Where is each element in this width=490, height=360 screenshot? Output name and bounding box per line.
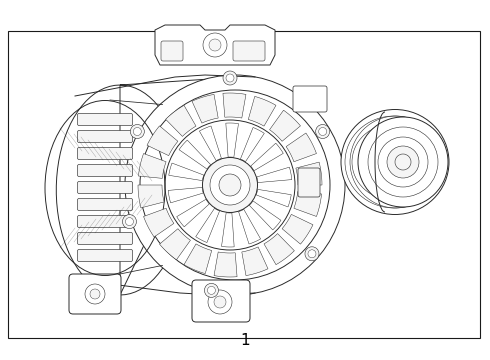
- Polygon shape: [56, 77, 240, 295]
- Ellipse shape: [341, 109, 449, 215]
- Bar: [8, 31, 480, 338]
- Circle shape: [305, 247, 319, 261]
- Ellipse shape: [202, 158, 258, 212]
- FancyBboxPatch shape: [77, 113, 132, 126]
- Circle shape: [208, 290, 232, 314]
- Circle shape: [318, 127, 327, 135]
- Polygon shape: [214, 252, 237, 277]
- Circle shape: [209, 39, 221, 51]
- FancyBboxPatch shape: [77, 198, 132, 211]
- Text: 1: 1: [240, 333, 250, 348]
- Polygon shape: [223, 93, 246, 118]
- Polygon shape: [177, 199, 209, 227]
- Circle shape: [203, 33, 227, 57]
- Ellipse shape: [358, 117, 448, 207]
- Ellipse shape: [125, 75, 345, 295]
- Circle shape: [122, 215, 136, 229]
- Polygon shape: [179, 140, 211, 169]
- Polygon shape: [294, 192, 321, 216]
- Circle shape: [207, 286, 216, 294]
- Polygon shape: [270, 110, 300, 141]
- Polygon shape: [169, 163, 204, 181]
- Circle shape: [130, 125, 145, 139]
- Polygon shape: [155, 25, 275, 65]
- Circle shape: [133, 127, 141, 135]
- FancyBboxPatch shape: [77, 249, 132, 261]
- FancyBboxPatch shape: [233, 41, 265, 61]
- Polygon shape: [241, 127, 264, 162]
- Ellipse shape: [210, 165, 250, 205]
- Polygon shape: [166, 105, 196, 136]
- Polygon shape: [226, 123, 239, 157]
- Circle shape: [125, 217, 133, 226]
- Ellipse shape: [387, 146, 419, 178]
- Polygon shape: [264, 234, 294, 265]
- Polygon shape: [184, 244, 212, 274]
- Polygon shape: [282, 215, 313, 244]
- Polygon shape: [221, 213, 234, 247]
- Polygon shape: [147, 126, 178, 156]
- Circle shape: [90, 289, 100, 299]
- Circle shape: [214, 296, 226, 308]
- Polygon shape: [139, 153, 166, 178]
- Circle shape: [308, 250, 316, 258]
- Circle shape: [204, 283, 219, 297]
- Ellipse shape: [395, 154, 411, 170]
- Circle shape: [226, 74, 234, 82]
- Circle shape: [316, 125, 330, 139]
- FancyBboxPatch shape: [161, 41, 183, 61]
- Polygon shape: [168, 188, 203, 203]
- Polygon shape: [249, 201, 281, 230]
- Circle shape: [223, 71, 237, 85]
- Polygon shape: [257, 167, 292, 183]
- Polygon shape: [192, 94, 218, 123]
- FancyBboxPatch shape: [77, 148, 132, 159]
- FancyBboxPatch shape: [293, 86, 327, 112]
- Ellipse shape: [140, 90, 330, 280]
- Polygon shape: [199, 126, 221, 161]
- FancyBboxPatch shape: [192, 280, 250, 322]
- Polygon shape: [144, 208, 174, 237]
- Polygon shape: [251, 143, 283, 171]
- Polygon shape: [256, 189, 291, 207]
- FancyBboxPatch shape: [298, 168, 320, 197]
- Polygon shape: [239, 210, 261, 244]
- Circle shape: [85, 284, 105, 304]
- FancyBboxPatch shape: [77, 165, 132, 176]
- Polygon shape: [160, 229, 191, 260]
- FancyBboxPatch shape: [77, 130, 132, 143]
- Polygon shape: [248, 96, 276, 126]
- Ellipse shape: [219, 174, 241, 196]
- FancyBboxPatch shape: [69, 274, 121, 314]
- Polygon shape: [138, 185, 164, 208]
- Polygon shape: [196, 208, 220, 243]
- Polygon shape: [286, 133, 317, 162]
- FancyBboxPatch shape: [77, 216, 132, 228]
- Polygon shape: [296, 162, 322, 185]
- FancyBboxPatch shape: [77, 181, 132, 194]
- Ellipse shape: [165, 120, 295, 250]
- Polygon shape: [242, 247, 268, 276]
- FancyBboxPatch shape: [77, 233, 132, 244]
